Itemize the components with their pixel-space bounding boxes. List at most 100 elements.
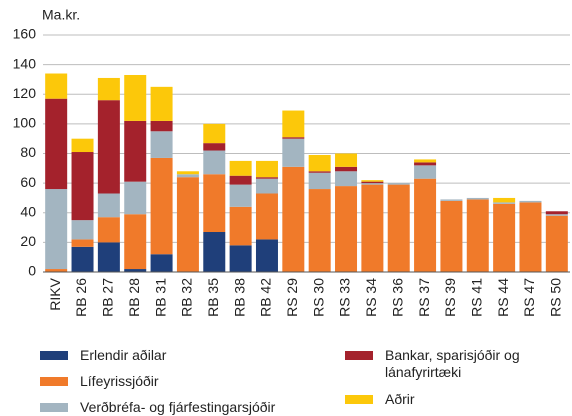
bar-segment xyxy=(176,171,199,175)
bar-segment xyxy=(203,123,226,144)
bar-segment xyxy=(71,220,94,240)
bar-segment xyxy=(308,189,331,272)
bar-segment xyxy=(150,254,173,272)
bar-segment xyxy=(545,211,568,215)
bar-segment xyxy=(255,239,278,272)
bar-segment xyxy=(45,73,68,99)
y-tick-label: 60 xyxy=(20,174,36,190)
bar-segment xyxy=(97,100,120,194)
bar-segment xyxy=(361,183,384,185)
bar-segment xyxy=(255,178,278,194)
x-tick-label: RS 50 xyxy=(548,278,564,317)
x-tick-label: RS 47 xyxy=(521,278,537,317)
legend-item: Erlendir aðilar xyxy=(40,347,166,364)
bar-segment xyxy=(414,162,437,166)
bar-segment xyxy=(203,150,226,175)
x-tick-label: RS 44 xyxy=(495,278,511,317)
y-tick-label: 40 xyxy=(20,203,36,219)
x-tick-label: RB 31 xyxy=(152,278,168,317)
bar-segment xyxy=(414,159,437,163)
bar-segment xyxy=(308,171,331,173)
x-tick-label: RB 35 xyxy=(205,278,221,317)
bar-segment xyxy=(335,186,358,272)
y-tick-label: 120 xyxy=(13,85,37,101)
x-tick-label: RS 34 xyxy=(363,278,379,317)
bar-segment xyxy=(335,153,358,167)
bar-segment xyxy=(361,181,384,184)
y-tick-label: 140 xyxy=(13,55,37,71)
bar-segment xyxy=(150,120,173,132)
bar-segment xyxy=(545,215,568,272)
bar-segment xyxy=(255,193,278,240)
bar-segment xyxy=(203,174,226,233)
x-tick-label: RIKV xyxy=(47,277,63,310)
bar-segment xyxy=(282,166,305,272)
bar-segment xyxy=(519,202,542,272)
bar-segment xyxy=(493,203,516,272)
x-tick-label: RB 26 xyxy=(73,278,89,317)
bar-segment xyxy=(361,180,384,182)
x-tick-label: RB 27 xyxy=(100,278,116,317)
y-tick-label: 100 xyxy=(13,115,37,131)
legend-item: Aðrir xyxy=(345,391,415,408)
bar-segment xyxy=(176,174,199,178)
bar-segment xyxy=(124,269,147,272)
bar-segment xyxy=(150,131,173,158)
x-tick-label: RS 37 xyxy=(416,278,432,317)
bar-segment xyxy=(440,200,463,272)
y-tick-label: 160 xyxy=(13,26,37,42)
bar-segment xyxy=(45,98,68,190)
bar-segment xyxy=(414,165,437,179)
bar-segment xyxy=(229,206,252,246)
bar-segment xyxy=(45,269,68,272)
legend-label: Verðbréfa- og fjárfestingarsjóðir xyxy=(80,399,276,415)
bar-segment xyxy=(71,138,94,153)
legend-label: Bankar, sparisjóðir og lánafyrirtæki xyxy=(385,347,520,380)
x-tick-label: RB 28 xyxy=(126,278,142,317)
bar-segment xyxy=(229,175,252,185)
bar-segment xyxy=(97,77,120,101)
bar-segment xyxy=(124,181,147,215)
bar-segment xyxy=(466,197,489,200)
x-tick-label: RB 38 xyxy=(231,278,247,317)
legend-item: Lífeyrissjóðir xyxy=(40,373,159,390)
bar-segment xyxy=(255,177,278,179)
bar-segment xyxy=(150,157,173,255)
bar-segment xyxy=(493,202,516,204)
bar-segment xyxy=(308,154,331,172)
bar-segment xyxy=(387,184,410,272)
legend-swatch xyxy=(40,351,68,360)
legend-swatch xyxy=(345,395,373,404)
legend-label: Erlendir aðilar xyxy=(80,347,167,363)
bar-segment xyxy=(308,172,331,190)
y-tick-label: 20 xyxy=(20,233,36,249)
bar-segment xyxy=(203,143,226,151)
bar-segment xyxy=(519,200,542,203)
x-tick-label: RS 36 xyxy=(389,278,405,317)
bar-segment xyxy=(124,214,147,270)
bar-segment xyxy=(71,152,94,221)
bar-segment xyxy=(124,74,147,121)
bar-segment xyxy=(97,242,120,272)
bar-segment xyxy=(255,160,278,178)
y-tick-label: 0 xyxy=(28,263,36,279)
bar-segment xyxy=(229,160,252,176)
bar-segment xyxy=(71,239,94,247)
bar-segment xyxy=(229,245,252,272)
bar-segment xyxy=(440,199,463,201)
bar-segment xyxy=(466,199,489,272)
legend-label: Lífeyrissjóðir xyxy=(80,373,159,389)
y-axis-label: Ma.kr. xyxy=(42,7,80,23)
legend-swatch xyxy=(345,351,373,360)
bar-segment xyxy=(335,166,358,172)
x-tick-label: RS 29 xyxy=(284,278,300,317)
x-tick-label: RB 32 xyxy=(179,278,195,317)
legend-label: Aðrir xyxy=(385,391,415,407)
bar-segment xyxy=(45,189,68,270)
legend-item: Verðbréfa- og fjárfestingarsjóðir xyxy=(40,399,275,416)
bar-segment xyxy=(414,178,437,272)
x-tick-label: RS 33 xyxy=(337,278,353,317)
x-tick-label: RS 30 xyxy=(310,278,326,317)
bar-segment xyxy=(150,86,173,121)
